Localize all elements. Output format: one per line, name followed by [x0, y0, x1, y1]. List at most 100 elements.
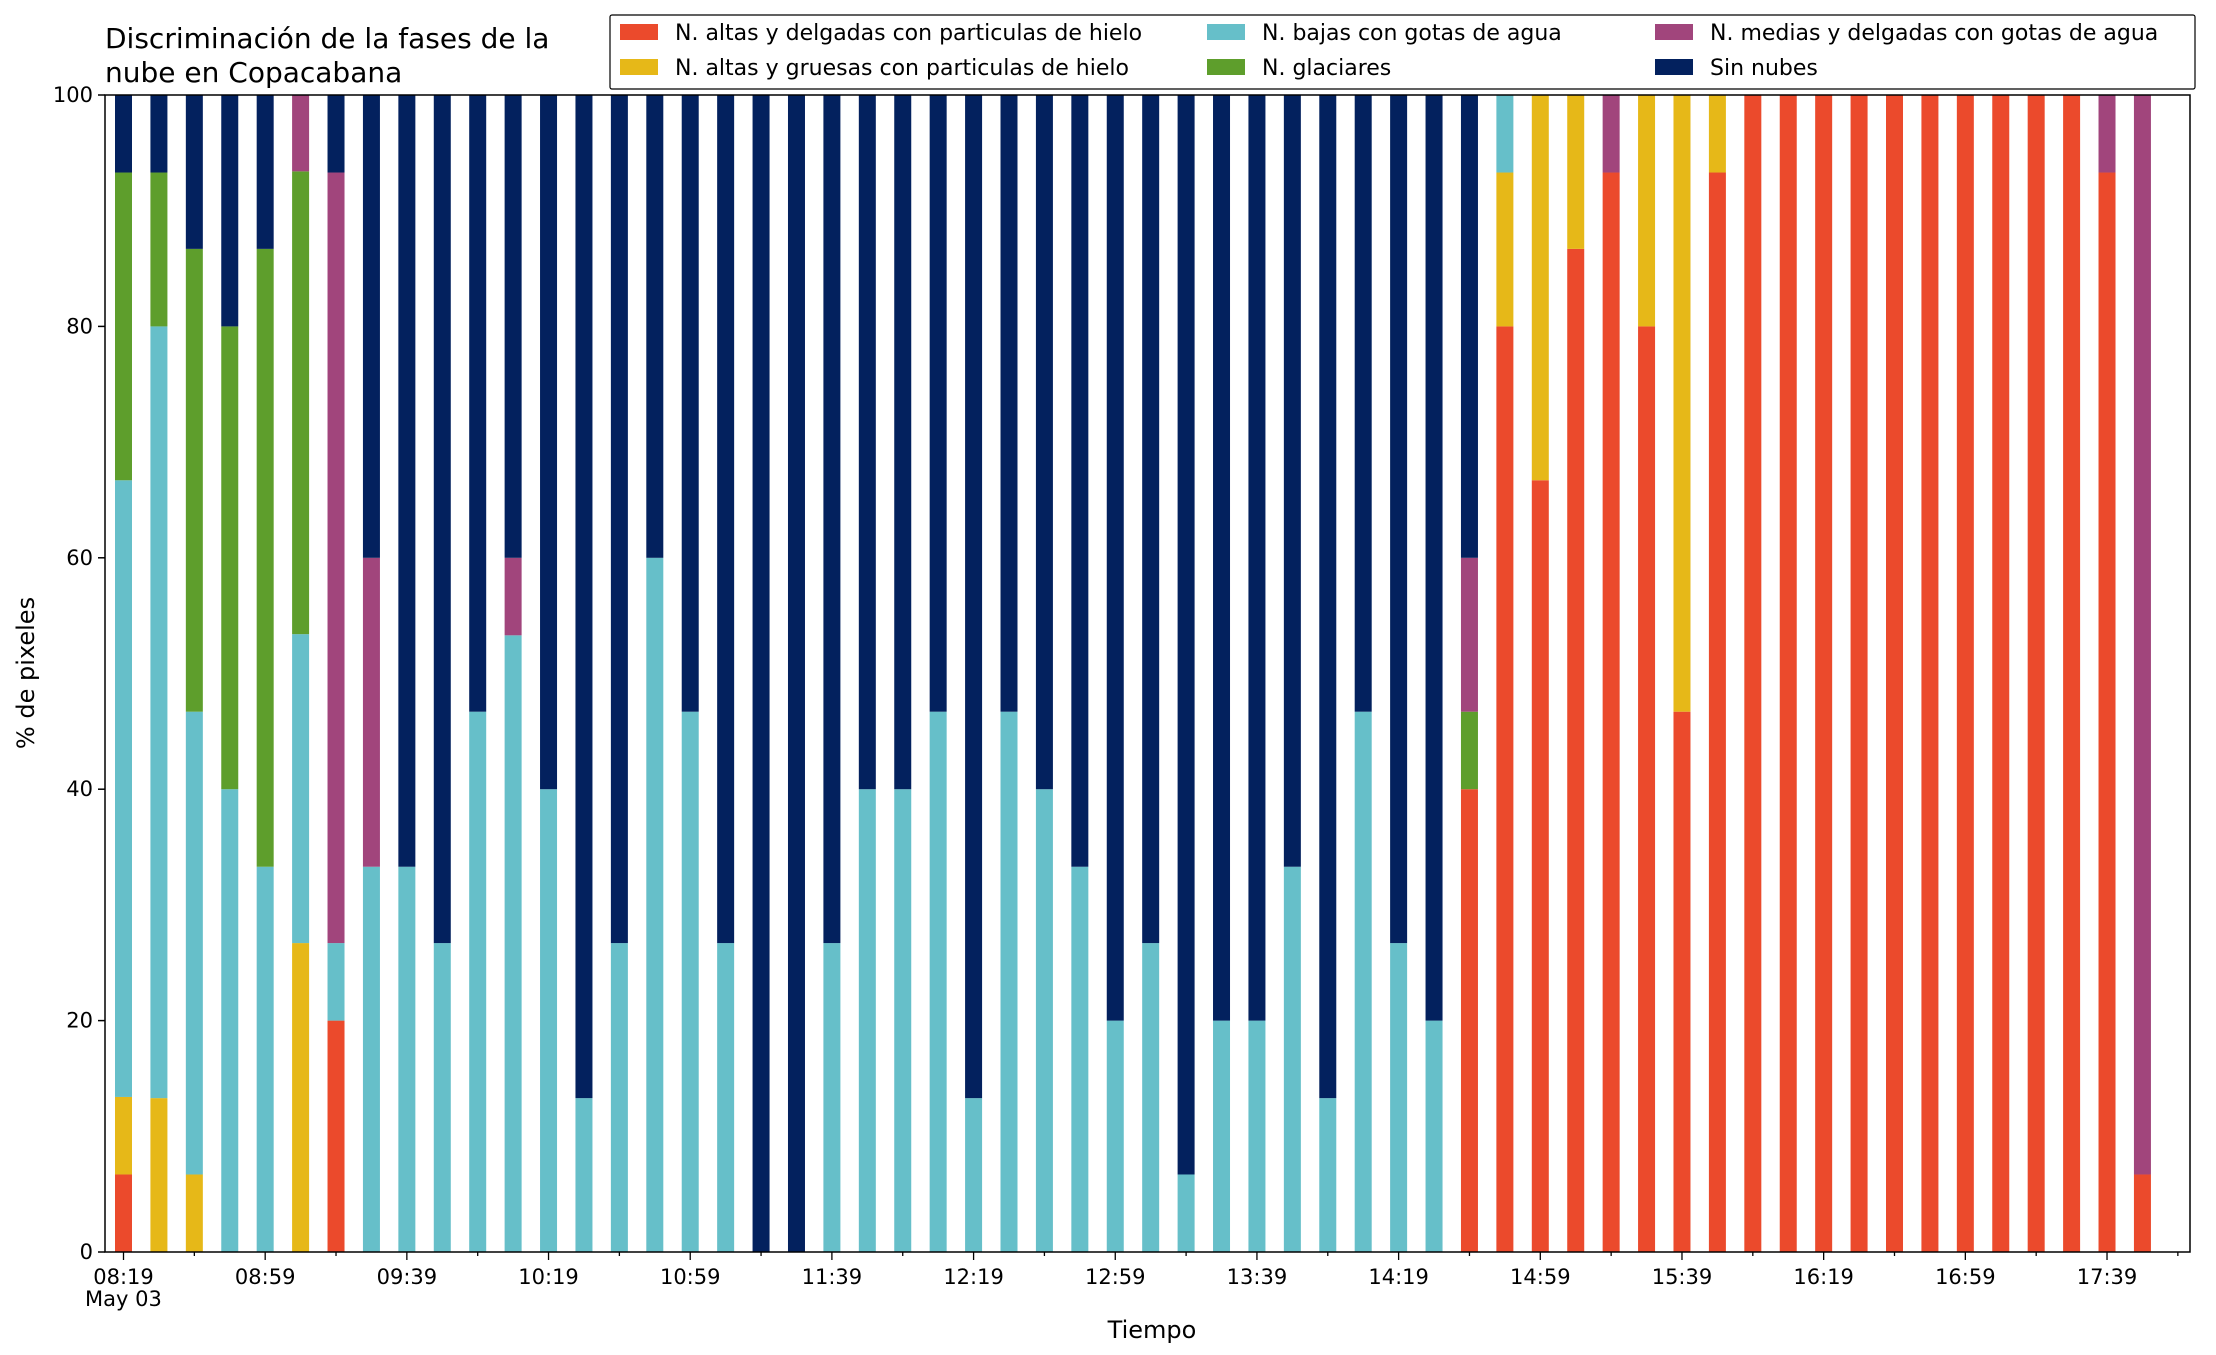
bar-segment-3-10:39: [610, 943, 628, 1252]
bar-segment-3-10:29: [575, 1098, 593, 1252]
x-tick-label-7: 12:59: [1085, 1265, 1146, 1289]
bar-segment-3-13:19: [1177, 1174, 1195, 1252]
legend-label-5: N. medias y delgadas con gotas de agua: [1710, 21, 2158, 46]
bar-segment-6-10:19: [540, 95, 558, 790]
bar-segment-3-12:09: [929, 711, 947, 1252]
y-tick-label-0: 0: [80, 1240, 93, 1264]
bar-segment-1-15:29: [1638, 326, 1656, 1252]
bar-segment-3-09:49: [433, 943, 451, 1252]
bar-segment-4-08:39: [185, 248, 203, 712]
bar-segment-3-09:29: [362, 866, 380, 1252]
bar-segment-1-15:59: [1744, 95, 1762, 1252]
bar-segment-6-14:09: [1354, 95, 1372, 712]
bar-segment-6-14:29: [1425, 95, 1443, 1021]
bar-segment-6-11:09: [717, 95, 735, 944]
bar-segment-3-13:59: [1319, 1098, 1337, 1252]
bar-segment-6-08:39: [185, 95, 203, 249]
bar-segment-1-17:29: [2063, 95, 2081, 1252]
bar-segment-1-15:19: [1602, 172, 1620, 1252]
legend-box: [609, 14, 2196, 90]
x-tick-label-11: 15:39: [1652, 1265, 1713, 1289]
bar-segment-1-16:59: [1956, 95, 1974, 1252]
legend-swatch-3: [1207, 24, 1245, 40]
x-tick-label-3: 10:19: [518, 1265, 579, 1289]
legend-entries: N. altas y delgadas con particulas de hi…: [620, 21, 2158, 81]
bar-segment-1-15:39: [1673, 711, 1691, 1252]
bar-segment-4-14:39: [1460, 711, 1478, 790]
x-tick-label-8: 13:39: [1227, 1265, 1288, 1289]
bar-segment-6-14:19: [1390, 95, 1408, 944]
bar-segment-1-17:39: [2098, 172, 2116, 1252]
bar-segment-4-08:29: [150, 172, 168, 327]
x-tick-label-2: 09:39: [377, 1265, 438, 1289]
bar-segment-3-09:39: [398, 866, 416, 1252]
bar-segment-3-13:39: [1248, 1020, 1266, 1252]
bar-segment-3-12:59: [1106, 1020, 1124, 1252]
bar-segment-6-11:29: [787, 95, 805, 1252]
bar-segment-4-08:49: [221, 326, 239, 790]
x-tick-label-9: 14:19: [1368, 1265, 1429, 1289]
legend: N. altas y delgadas con particulas de hi…: [609, 14, 2196, 90]
bar-segment-1-17:49: [2133, 1174, 2151, 1252]
bar-segment-3-13:29: [1213, 1020, 1231, 1252]
bar-segment-6-10:59: [681, 95, 699, 712]
bar-segment-3-08:39: [185, 711, 203, 1175]
bar-segment-3-10:49: [646, 557, 664, 1252]
bar-segment-2-08:39: [185, 1174, 203, 1252]
x-tick-label-1: 08:59: [235, 1265, 296, 1289]
bar-segment-6-09:19: [327, 95, 345, 173]
bar-segment-5-15:19: [1602, 95, 1620, 173]
bar-segment-6-11:39: [823, 95, 841, 944]
bar-segment-3-14:49: [1496, 95, 1514, 173]
chart-title: Discriminación de la fases de la nube en…: [105, 22, 550, 89]
bar-segment-5-17:39: [2098, 95, 2116, 173]
bar-segment-2-15:49: [1708, 95, 1726, 173]
bar-segment-1-15:49: [1708, 172, 1726, 1252]
bar-segment-5-09:29: [362, 557, 380, 867]
legend-swatch-4: [1207, 59, 1245, 75]
bar-segment-3-12:19: [965, 1098, 983, 1252]
bar-segment-6-08:19: [115, 95, 132, 173]
bar-segment-3-13:49: [1283, 866, 1301, 1252]
bar-segment-6-11:19: [752, 95, 770, 1252]
bar-segment-1-16:39: [1886, 95, 1903, 1252]
x-tick-label-12: 16:19: [1793, 1265, 1854, 1289]
bar-segment-1-14:39: [1460, 789, 1478, 1252]
legend-swatch-6: [1655, 59, 1693, 75]
bar-segment-6-08:59: [256, 95, 274, 249]
bar-segment-3-10:19: [540, 789, 558, 1252]
bar-segment-3-08:19: [115, 480, 132, 1097]
bar-segment-6-12:29: [1000, 95, 1018, 712]
legend-label-1: N. altas y delgadas con particulas de hi…: [675, 21, 1142, 46]
bar-segment-1-16:09: [1779, 95, 1797, 1252]
bar-segment-4-08:19: [115, 172, 132, 481]
bar-segment-2-08:19: [115, 1096, 132, 1175]
bar-segment-6-10:39: [610, 95, 628, 944]
bar-segment-6-14:39: [1460, 95, 1478, 558]
bar-segment-1-16:19: [1815, 95, 1833, 1252]
bar-segment-5-09:19: [327, 172, 345, 944]
y-tick-label-20: 20: [66, 1009, 93, 1033]
x-tick-label-6: 12:19: [943, 1265, 1004, 1289]
bar-segment-3-10:09: [504, 635, 522, 1252]
bar-segment-1-16:29: [1850, 95, 1868, 1252]
legend-label-3: N. bajas con gotas de agua: [1262, 21, 1562, 46]
bar-segment-4-09:09: [292, 171, 310, 635]
legend-swatch-1: [620, 24, 658, 40]
bar-segment-2-09:09: [292, 943, 310, 1252]
bar-segment-2-08:29: [150, 1098, 168, 1252]
bar-segment-6-09:29: [362, 95, 380, 558]
bar-segment-6-10:29: [575, 95, 593, 1099]
bar-segment-6-09:39: [398, 95, 416, 867]
bar-segment-6-08:29: [150, 95, 168, 173]
bar-segment-6-11:59: [894, 95, 912, 790]
bar-segment-1-14:49: [1496, 326, 1514, 1252]
bar-segment-3-14:09: [1354, 711, 1372, 1252]
bar-segment-3-09:59: [469, 711, 487, 1252]
bar-segment-6-09:49: [433, 95, 451, 944]
bar-segment-3-09:09: [292, 634, 310, 944]
bar-segment-6-13:49: [1283, 95, 1301, 867]
bar-segment-3-10:59: [681, 711, 699, 1252]
bar-segment-6-12:39: [1035, 95, 1053, 790]
